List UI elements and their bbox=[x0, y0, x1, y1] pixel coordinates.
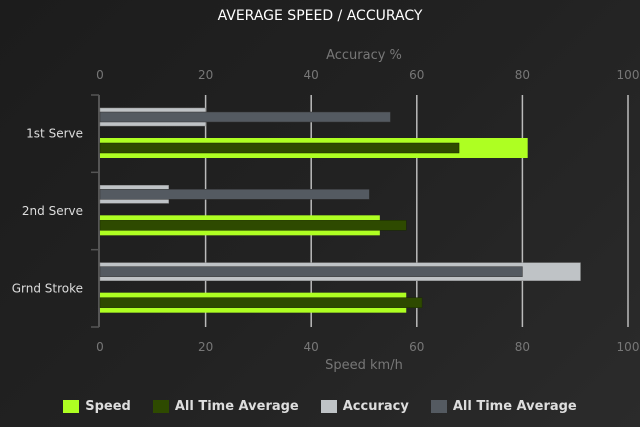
bottom-tick-label: 20 bbox=[198, 340, 213, 354]
accuracy-average-bar bbox=[99, 189, 370, 200]
legend-label: All Time Average bbox=[174, 399, 299, 414]
bar-chart: Accuracy % Speed km/h 0 0 20 20 40 40 60 60 80 80… bbox=[12, 48, 640, 373]
speed-average-bar bbox=[99, 297, 423, 308]
legend-item[interactable]: Speed bbox=[63, 399, 131, 414]
legend-label: All Time Average bbox=[452, 399, 577, 414]
bottom-axis-label: Speed km/h bbox=[325, 358, 403, 373]
legend-swatch bbox=[63, 400, 80, 413]
legend-item[interactable]: Accuracy bbox=[320, 399, 409, 414]
category-label: Grnd Stroke bbox=[12, 281, 83, 295]
category-label: 1st Serve bbox=[26, 127, 83, 141]
bottom-tick-label: 100 bbox=[617, 340, 640, 354]
legend-swatch bbox=[320, 400, 337, 413]
legend: Speed All Time Average Accuracy All Time Av… bbox=[0, 399, 640, 414]
top-tick-label: 0 bbox=[96, 68, 104, 82]
top-axis-label: Accuracy % bbox=[326, 48, 402, 63]
bottom-tick-label: 60 bbox=[409, 340, 424, 354]
accuracy-average-bar bbox=[99, 111, 391, 123]
speed-average-bar bbox=[99, 142, 460, 154]
top-tick-label: 80 bbox=[515, 68, 530, 82]
chart-title: AVERAGE SPEED / ACCURACY bbox=[217, 8, 423, 24]
legend-label: Speed bbox=[85, 399, 131, 414]
legend-item[interactable]: All Time Average bbox=[430, 399, 577, 414]
top-tick-label: 100 bbox=[617, 68, 640, 82]
top-tick-label: 40 bbox=[304, 68, 319, 82]
top-tick-label: 60 bbox=[409, 68, 424, 82]
legend-swatch bbox=[430, 400, 447, 413]
legend-label: Accuracy bbox=[342, 399, 409, 414]
bottom-tick-label: 80 bbox=[515, 340, 530, 354]
category-label: 2nd Serve bbox=[22, 204, 83, 218]
speed-average-bar bbox=[99, 220, 407, 231]
bottom-tick-label: 40 bbox=[304, 340, 319, 354]
legend-swatch bbox=[152, 400, 169, 413]
top-tick-label: 20 bbox=[198, 68, 213, 82]
bottom-tick-label: 0 bbox=[96, 340, 104, 354]
legend-item[interactable]: All Time Average bbox=[152, 399, 299, 414]
accuracy-average-bar bbox=[99, 266, 523, 277]
